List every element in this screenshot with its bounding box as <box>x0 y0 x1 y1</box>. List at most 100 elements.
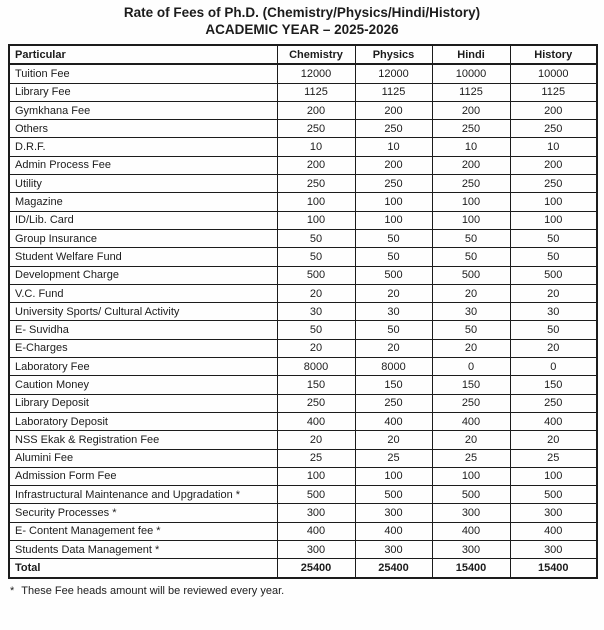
row-value: 10000 <box>431 63 511 84</box>
row-value: 250 <box>431 393 511 413</box>
table-row: Development Charge 500 500 500 500 <box>8 265 598 285</box>
row-value: 100 <box>354 210 433 230</box>
row-value: 10000 <box>509 63 598 84</box>
row-value: 10 <box>354 137 433 157</box>
row-particular: E- Suvidha <box>8 320 278 340</box>
row-particular: Magazine <box>8 192 278 212</box>
table-row: Magazine 100 100 100 100 <box>8 192 598 212</box>
row-value: 50 <box>276 228 356 249</box>
row-value: 30 <box>276 302 356 322</box>
row-value: 1125 <box>354 82 433 102</box>
row-particular: Students Data Management * <box>8 540 278 560</box>
row-value: 25 <box>354 448 433 468</box>
footnote-marker: * <box>10 584 15 597</box>
row-value: 0 <box>431 357 511 377</box>
table-row: Library Deposit 250 250 250 250 <box>8 393 598 413</box>
row-value: 500 <box>431 485 511 505</box>
row-value: 20 <box>354 430 433 450</box>
table-row: University Sports/ Cultural Activity 30 30… <box>8 302 598 322</box>
row-value: 12000 <box>354 63 433 84</box>
row-value: 250 <box>509 119 598 139</box>
row-value: 250 <box>509 174 598 194</box>
row-value: 500 <box>354 485 433 505</box>
table-row: NSS Ekak & Registration Fee 20 20 20 20 <box>8 430 598 450</box>
title-line-2: ACADEMIC YEAR – 2025-2026 <box>205 21 399 37</box>
row-value: 20 <box>354 283 433 304</box>
row-value: 100 <box>509 210 598 230</box>
total-row: Total 25400 25400 15400 15400 <box>8 558 598 579</box>
row-value: 1125 <box>431 82 511 102</box>
row-particular: D.R.F. <box>8 137 278 157</box>
row-value: 20 <box>431 283 511 304</box>
row-value: 300 <box>509 540 598 560</box>
row-value: 150 <box>354 375 433 395</box>
row-value: 0 <box>509 357 598 377</box>
row-value: 400 <box>354 521 433 542</box>
table-row: Infrastructural Maintenance and Upgradat… <box>8 485 598 505</box>
table-row: D.R.F. 10 10 10 10 <box>8 137 598 157</box>
row-value: 50 <box>431 228 511 249</box>
row-value: 20 <box>431 338 511 359</box>
row-value: 500 <box>509 485 598 505</box>
footnote: * These Fee heads amount will be reviewed… <box>10 585 604 597</box>
row-value: 200 <box>431 100 511 121</box>
row-particular: University Sports/ Cultural Activity <box>8 302 278 322</box>
row-value: 100 <box>431 466 511 487</box>
row-value: 100 <box>276 192 356 212</box>
fee-table-body: Tuition Fee 12000 12000 10000 10000 Library F… <box>8 63 598 579</box>
row-value: 50 <box>509 320 598 340</box>
row-particular: Infrastructural Maintenance and Upgradat… <box>8 485 278 505</box>
row-value: 8000 <box>354 357 433 377</box>
header-chemistry: Chemistry <box>276 44 356 66</box>
row-particular: Tuition Fee <box>8 63 278 84</box>
total-label: Total <box>8 558 278 579</box>
row-value: 20 <box>431 430 511 450</box>
table-row: E- Content Management fee * 400 400 400 400 <box>8 521 598 542</box>
row-value: 400 <box>276 411 356 432</box>
row-particular: E-Charges <box>8 338 278 359</box>
row-value: 150 <box>509 375 598 395</box>
row-value: 1125 <box>276 82 356 102</box>
row-value: 30 <box>431 302 511 322</box>
row-value: 300 <box>509 503 598 523</box>
row-particular: Laboratory Fee <box>8 357 278 377</box>
row-value: 500 <box>431 265 511 285</box>
row-value: 50 <box>354 320 433 340</box>
row-value: 100 <box>354 192 433 212</box>
row-particular: V.C. Fund <box>8 283 278 304</box>
row-value: 200 <box>431 155 511 176</box>
row-value: 12000 <box>276 63 356 84</box>
row-value: 8000 <box>276 357 356 377</box>
row-particular: Others <box>8 119 278 139</box>
row-value: 500 <box>276 265 356 285</box>
table-row: Admission Form Fee 100 100 100 100 <box>8 466 598 487</box>
row-particular: Admission Form Fee <box>8 466 278 487</box>
row-value: 200 <box>509 100 598 121</box>
row-value: 500 <box>509 265 598 285</box>
header-history: History <box>509 44 598 66</box>
row-value: 200 <box>509 155 598 176</box>
total-value: 15400 <box>431 558 511 579</box>
table-row: ID/Lib. Card 100 100 100 100 <box>8 210 598 230</box>
row-value: 150 <box>276 375 356 395</box>
row-value: 20 <box>276 338 356 359</box>
table-row: Group Insurance 50 50 50 50 <box>8 228 598 249</box>
row-value: 200 <box>354 155 433 176</box>
row-value: 250 <box>276 119 356 139</box>
row-value: 100 <box>431 192 511 212</box>
table-row: Gymkhana Fee 200 200 200 200 <box>8 100 598 121</box>
row-value: 20 <box>509 283 598 304</box>
row-value: 50 <box>509 247 598 267</box>
title-line-1: Rate of Fees of Ph.D. (Chemistry/Physics… <box>123 5 481 20</box>
row-particular: Laboratory Deposit <box>8 411 278 432</box>
row-value: 250 <box>354 393 433 413</box>
row-value: 100 <box>354 466 433 487</box>
row-value: 250 <box>276 393 356 413</box>
row-value: 20 <box>276 430 356 450</box>
row-value: 250 <box>509 393 598 413</box>
row-value: 30 <box>509 302 598 322</box>
row-value: 100 <box>509 466 598 487</box>
row-value: 250 <box>431 174 511 194</box>
row-value: 50 <box>276 320 356 340</box>
